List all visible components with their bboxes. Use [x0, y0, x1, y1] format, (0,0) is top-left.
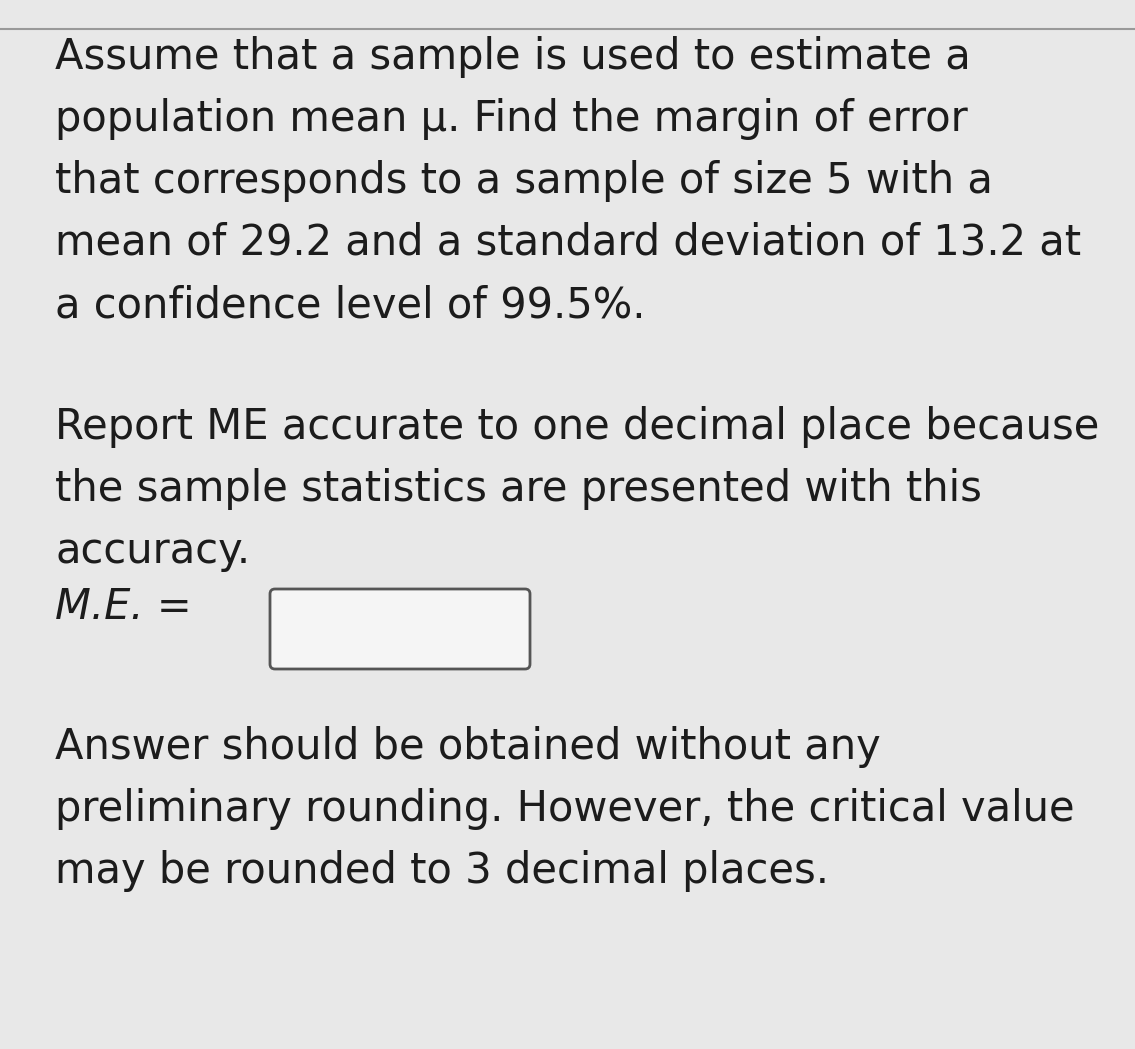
Text: may be rounded to 3 decimal places.: may be rounded to 3 decimal places.: [54, 850, 829, 892]
Text: mean of 29.2 and a standard deviation of 13.2 at: mean of 29.2 and a standard deviation of…: [54, 222, 1082, 264]
Text: Report ME accurate to one decimal place because: Report ME accurate to one decimal place …: [54, 406, 1100, 448]
Text: M.E. =: M.E. =: [54, 586, 205, 628]
FancyBboxPatch shape: [270, 588, 530, 669]
Text: Answer should be obtained without any: Answer should be obtained without any: [54, 726, 881, 768]
Text: accuracy.: accuracy.: [54, 530, 250, 572]
Text: a confidence level of 99.5%.: a confidence level of 99.5%.: [54, 284, 646, 326]
Text: preliminary rounding. However, the critical value: preliminary rounding. However, the criti…: [54, 788, 1075, 830]
Text: Assume that a sample is used to estimate a: Assume that a sample is used to estimate…: [54, 36, 970, 78]
Text: the sample statistics are presented with this: the sample statistics are presented with…: [54, 468, 982, 510]
Text: population mean μ. Find the margin of error: population mean μ. Find the margin of er…: [54, 98, 981, 140]
Text: that corresponds to a sample of size 5 with a: that corresponds to a sample of size 5 w…: [54, 160, 993, 202]
